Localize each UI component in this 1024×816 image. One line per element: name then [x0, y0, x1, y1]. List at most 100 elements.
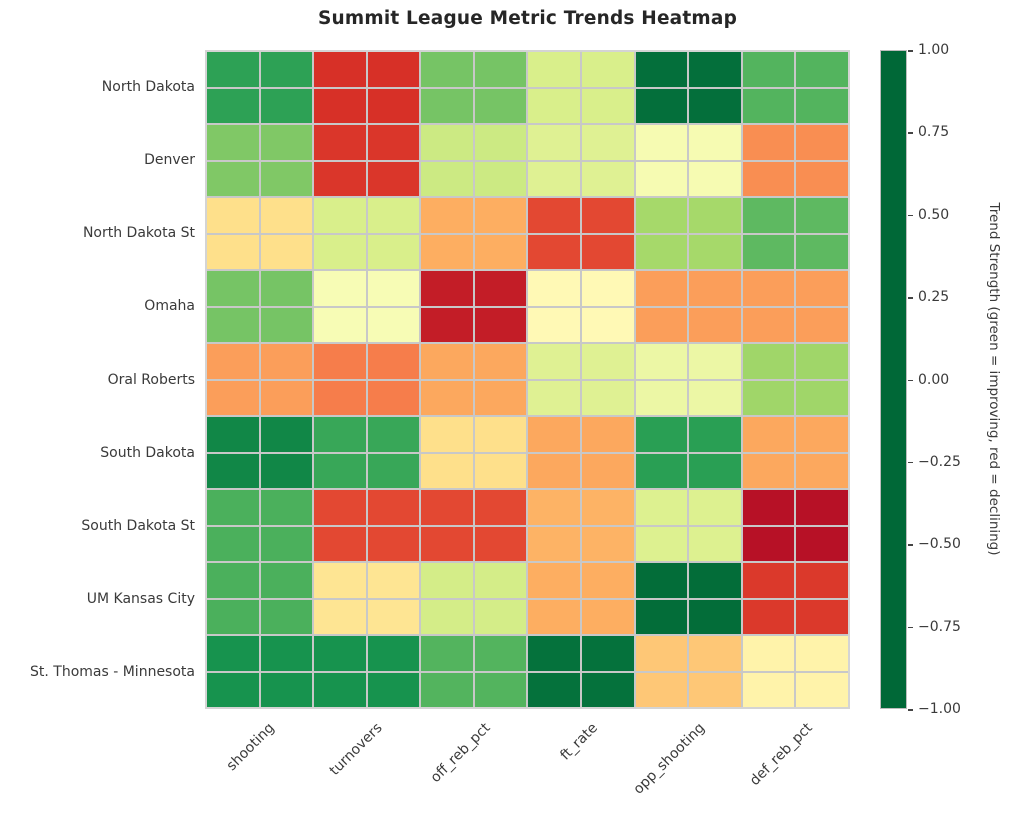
colorbar-tick-label: 1.00 — [918, 42, 950, 58]
heatmap-cell — [421, 271, 473, 306]
heatmap-cell — [528, 125, 581, 160]
heatmap-cell — [635, 88, 688, 123]
heatmap-cell — [207, 636, 259, 671]
heatmap-cell — [421, 198, 473, 233]
heatmap-cell — [742, 380, 795, 415]
colorbar-tick-label: −0.25 — [918, 453, 961, 470]
heatmap-cell — [367, 417, 420, 452]
heatmap-cell — [260, 125, 313, 160]
heatmap-cell — [742, 417, 795, 452]
heatmap-cell — [742, 161, 795, 196]
heatmap-cell — [207, 234, 259, 269]
heatmap-cell — [207, 563, 259, 598]
heatmap-grid — [205, 50, 850, 709]
heatmap-cell — [421, 161, 473, 196]
heatmap-cell — [260, 307, 313, 342]
heatmap-cell — [474, 88, 527, 123]
heatmap-cell — [314, 271, 366, 306]
heatmap-cell — [528, 198, 581, 233]
heatmap-cell — [207, 526, 259, 561]
heatmap-cell — [635, 563, 688, 598]
heatmap-cell — [796, 88, 848, 123]
heatmap-cell — [528, 234, 581, 269]
heatmap-cell — [367, 636, 420, 671]
heatmap-cell — [260, 161, 313, 196]
heatmap-cell — [582, 344, 634, 379]
heatmap-cell — [421, 307, 473, 342]
heatmap-cell — [689, 344, 741, 379]
heatmap-cell — [796, 198, 848, 233]
heatmap-cell — [796, 271, 848, 306]
heatmap-cell — [742, 344, 795, 379]
heatmap-cell — [421, 234, 473, 269]
heatmap-cell — [474, 125, 527, 160]
heatmap-cell — [260, 271, 313, 306]
heatmap-cell — [742, 307, 795, 342]
heatmap-cell — [367, 234, 420, 269]
heatmap-cell — [474, 161, 527, 196]
heatmap-cell — [421, 125, 473, 160]
colorbar-tick-label: 0.00 — [918, 371, 950, 388]
heatmap-cell — [367, 380, 420, 415]
colorbar-axis-label: Trend Strength (green = improving, red =… — [986, 202, 1002, 556]
heatmap-cell — [528, 526, 581, 561]
heatmap-cell — [582, 125, 634, 160]
heatmap-cell — [689, 307, 741, 342]
heatmap-cell — [635, 672, 688, 707]
heatmap-cell — [314, 380, 366, 415]
heatmap-cell — [796, 125, 848, 160]
heatmap-cell — [689, 125, 741, 160]
heatmap-cell — [474, 198, 527, 233]
y-tick-label: Oral Roberts — [107, 371, 195, 388]
heatmap-cell — [207, 125, 259, 160]
heatmap-cell — [314, 672, 366, 707]
heatmap-cell — [528, 52, 581, 87]
heatmap-cell — [635, 271, 688, 306]
heatmap-cell — [421, 599, 473, 634]
heatmap-cell — [474, 599, 527, 634]
colorbar-tick-label: −0.50 — [918, 536, 961, 553]
heatmap-cell — [260, 88, 313, 123]
heatmap-cell — [635, 344, 688, 379]
y-tick-label: UM Kansas City — [86, 591, 195, 608]
heatmap-cell — [742, 198, 795, 233]
heatmap-cell — [582, 380, 634, 415]
heatmap-cell — [314, 563, 366, 598]
heatmap-cell — [260, 636, 313, 671]
colorbar-tick-label: −0.75 — [918, 618, 961, 635]
heatmap-cell — [582, 490, 634, 525]
heatmap-cell — [314, 453, 366, 488]
heatmap-cell — [314, 636, 366, 671]
heatmap-cell — [367, 526, 420, 561]
heatmap-cell — [421, 417, 473, 452]
heatmap-cell — [260, 52, 313, 87]
heatmap-cell — [367, 672, 420, 707]
x-tick-label: off_reb_pct — [427, 720, 494, 786]
y-tick-label: South Dakota St — [81, 517, 195, 534]
heatmap-cell — [582, 234, 634, 269]
heatmap-cell — [796, 672, 848, 707]
heatmap-cell — [260, 417, 313, 452]
colorbar-tick — [908, 709, 913, 711]
y-tick-label: Denver — [144, 151, 195, 168]
heatmap-cell — [260, 490, 313, 525]
heatmap-cell — [528, 344, 581, 379]
heatmap-cell — [207, 490, 259, 525]
heatmap-cell — [421, 636, 473, 671]
heatmap-cell — [367, 52, 420, 87]
heatmap-cell — [260, 453, 313, 488]
heatmap-cell — [207, 307, 259, 342]
heatmap-cell — [689, 198, 741, 233]
heatmap-cell — [207, 88, 259, 123]
heatmap-cell — [635, 636, 688, 671]
heatmap-cell — [260, 234, 313, 269]
heatmap-cell — [207, 672, 259, 707]
colorbar-tick-label: 0.25 — [918, 289, 950, 306]
y-tick-label: North Dakota St — [82, 225, 195, 242]
heatmap-cell — [742, 526, 795, 561]
heatmap-cell — [474, 672, 527, 707]
heatmap-cell — [796, 344, 848, 379]
heatmap-cell — [689, 271, 741, 306]
heatmap-cell — [474, 271, 527, 306]
heatmap-cell — [314, 307, 366, 342]
